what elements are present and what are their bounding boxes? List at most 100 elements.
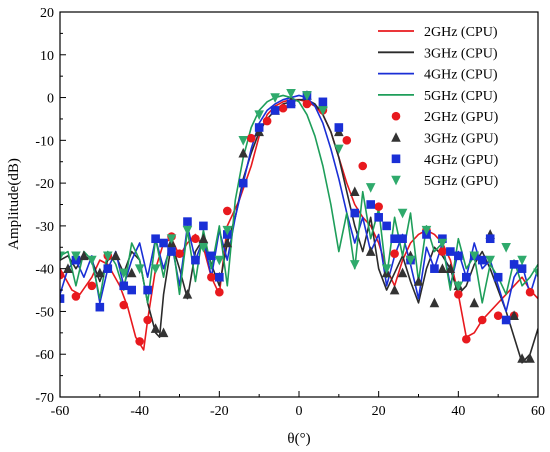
x-tick-label: 60 <box>531 404 545 419</box>
point-2ghz-gpu <box>438 247 447 256</box>
point-5ghz-gpu <box>334 144 344 155</box>
point-2ghz-gpu <box>246 133 256 143</box>
point-2ghz-gpu <box>119 300 129 310</box>
legend-item-2ghz-gpu: 2GHz (GPU) <box>391 110 499 125</box>
x-tick-label: 0 <box>296 404 303 419</box>
point-5ghz-gpu <box>302 91 312 101</box>
point-5ghz-gpu <box>118 268 129 279</box>
point-3ghz-gpu <box>349 186 360 196</box>
point-5ghz-gpu <box>405 255 416 266</box>
legend-item-2ghz-cpu: 2GHz (CPU) <box>378 25 498 40</box>
point-4ghz-gpu <box>286 99 296 109</box>
point-3ghz-gpu <box>95 267 105 278</box>
point-4ghz-gpu <box>119 281 129 291</box>
point-4ghz-gpu <box>159 238 168 248</box>
point-4ghz-gpu <box>207 251 216 261</box>
point-5ghz-gpu <box>198 242 209 253</box>
legend-item-3ghz-gpu: 3GHz (GPU) <box>391 132 499 147</box>
point-4ghz-gpu <box>191 255 200 265</box>
point-4ghz-gpu <box>318 97 328 107</box>
x-axis-title: θ(°) <box>287 431 310 447</box>
point-3ghz-gpu <box>445 263 456 273</box>
point-2ghz-gpu <box>493 311 503 321</box>
point-4ghz-gpu <box>167 247 176 256</box>
point-5ghz-gpu <box>103 251 113 262</box>
legend-swatch <box>391 111 401 121</box>
legend-item-5ghz-gpu: 5GHz (GPU) <box>391 174 499 189</box>
y-tick-label: -40 <box>35 263 54 278</box>
point-4ghz-gpu <box>183 217 192 226</box>
y-tick-label: 0 <box>47 92 54 107</box>
y-tick-label: -70 <box>35 391 54 406</box>
point-2ghz-gpu <box>87 281 97 291</box>
series-layer <box>60 88 538 364</box>
point-4ghz-gpu <box>462 272 471 282</box>
point-3ghz-gpu <box>437 263 448 273</box>
point-4ghz-gpu <box>350 208 360 218</box>
point-3ghz-gpu <box>389 284 400 295</box>
y-tick-label: -50 <box>35 305 54 320</box>
point-2ghz-gpu <box>215 287 224 297</box>
point-5ghz-gpu <box>238 136 249 146</box>
x-tick-label: 20 <box>372 404 386 419</box>
point-3ghz-gpu <box>238 147 249 158</box>
legend-label: 4GHz (CPU) <box>424 68 498 83</box>
point-4ghz-gpu <box>493 272 503 282</box>
point-4ghz-gpu <box>382 221 391 231</box>
point-3ghz-gpu <box>63 263 73 273</box>
y-tick-label: -10 <box>35 134 54 149</box>
point-4ghz-gpu <box>238 178 248 188</box>
point-2ghz-gpu <box>71 292 81 301</box>
legend-item-3ghz-cpu: 3GHz (CPU) <box>378 46 498 61</box>
point-3ghz-gpu <box>517 353 527 363</box>
point-4ghz-gpu <box>270 106 280 115</box>
point-3ghz-gpu <box>222 237 233 248</box>
point-2ghz-gpu <box>175 249 184 258</box>
point-5ghz-gpu <box>501 242 511 253</box>
legend-item-5ghz-cpu: 5GHz (CPU) <box>378 89 498 104</box>
legend-label: 2GHz (CPU) <box>424 25 498 40</box>
point-2ghz-gpu <box>525 287 535 297</box>
point-5ghz-gpu <box>182 225 193 236</box>
point-3ghz-gpu <box>198 233 209 244</box>
point-5ghz-gpu <box>485 255 495 266</box>
point-2ghz-gpu <box>477 315 487 325</box>
point-5ghz-gpu <box>134 264 145 274</box>
point-5ghz-gpu <box>87 255 97 266</box>
point-4ghz-gpu <box>215 272 224 282</box>
point-4ghz-gpu <box>446 247 455 256</box>
point-3ghz-gpu <box>509 310 519 321</box>
y-axis-title: Amplitude(dB) <box>6 158 22 250</box>
point-3ghz-gpu <box>413 276 424 286</box>
point-4ghz-gpu <box>254 123 264 132</box>
point-2ghz-gpu <box>454 290 463 299</box>
point-2ghz-gpu <box>207 272 216 282</box>
point-4ghz-gpu <box>430 264 439 273</box>
legend-swatch <box>391 175 401 186</box>
point-4ghz-gpu <box>509 260 519 269</box>
point-5ghz-gpu <box>222 225 233 236</box>
point-4ghz-gpu <box>143 285 152 295</box>
point-4ghz-gpu <box>95 302 105 312</box>
legend-label: 2GHz (GPU) <box>424 110 499 125</box>
point-4ghz-gpu <box>334 123 344 132</box>
legend-label: 5GHz (CPU) <box>424 89 498 104</box>
point-5ghz-gpu <box>166 234 177 245</box>
point-2ghz-gpu <box>278 103 288 113</box>
y-tick-label: 10 <box>40 49 54 64</box>
point-2ghz-gpu <box>302 99 312 109</box>
point-5ghz-gpu <box>437 238 448 249</box>
point-5ghz-gpu <box>150 264 161 274</box>
point-5ghz-gpu <box>286 88 296 99</box>
point-5ghz-gpu <box>517 255 527 266</box>
point-5ghz-gpu <box>365 183 376 193</box>
point-5ghz-gpu <box>533 268 538 279</box>
point-4ghz-gpu <box>477 255 487 265</box>
legend-swatch <box>391 132 401 142</box>
point-3ghz-gpu <box>150 323 161 333</box>
legend-label: 3GHz (GPU) <box>424 132 499 147</box>
point-5ghz-gpu <box>60 251 65 262</box>
point-5ghz-gpu <box>453 281 464 292</box>
point-4ghz-gpu <box>501 315 511 325</box>
x-tick-label: 40 <box>451 404 465 419</box>
